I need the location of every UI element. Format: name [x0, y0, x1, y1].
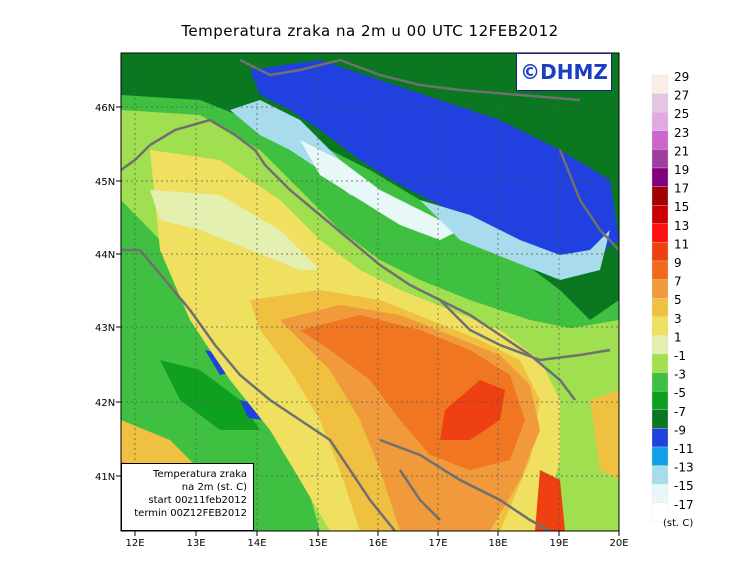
lat-label: 45N — [95, 177, 115, 188]
colorbar-swatch — [651, 353, 669, 373]
colorbar-swatch — [651, 112, 669, 131]
map-title: Temperatura zraka na 2m u 00 UTC 12FEB20… — [181, 22, 559, 40]
info-line: start 00z11feb2012 — [148, 495, 247, 506]
colorbar-label: 25 — [674, 107, 689, 121]
colorbar-label: 11 — [674, 237, 689, 251]
colorbar-label: -3 — [674, 368, 686, 382]
colorbar-label: -13 — [674, 461, 694, 475]
colorbar-swatch — [651, 335, 669, 355]
colorbar-swatch — [651, 205, 669, 224]
lat-label: 44N — [95, 250, 115, 261]
colorbar-swatch — [651, 279, 669, 299]
lat-label: 42N — [95, 398, 115, 409]
colorbar-swatch — [651, 242, 669, 262]
colorbar-swatch — [651, 149, 669, 169]
lon-label: 13E — [186, 538, 205, 549]
colorbar-label: 7 — [674, 275, 682, 289]
lat-labels: 46N 45N 44N 43N 42N 41N — [95, 103, 115, 483]
colorbar-units: (st. C) — [663, 518, 694, 529]
colorbar-label: 3 — [674, 312, 682, 326]
lon-label: 17E — [428, 538, 447, 549]
colorbar-swatch — [651, 74, 669, 94]
colorbar-label: -1 — [674, 349, 686, 363]
dhmz-logo: ©DHMZ — [516, 53, 612, 91]
lon-label: 12E — [125, 538, 144, 549]
colorbar-swatch — [651, 446, 669, 466]
colorbar-swatch — [651, 186, 669, 206]
lon-label: 14E — [247, 538, 266, 549]
colorbar-label: -15 — [674, 479, 694, 493]
colorbar-label: 19 — [674, 163, 689, 177]
colorbar: 29 27 25 23 21 19 17 15 13 11 9 7 5 3 1 -1 -3 -5 -7 -9 -11 -1… — [651, 70, 694, 522]
colorbar-swatch — [651, 93, 669, 113]
colorbar-label: 13 — [674, 219, 689, 233]
lon-label: 19E — [549, 538, 568, 549]
colorbar-label: 27 — [674, 89, 689, 103]
lon-labels: 12E 13E 14E 15E 16E 17E 18E 19E 20E — [125, 538, 628, 549]
map-field — [121, 53, 619, 531]
colorbar-label: 21 — [674, 144, 689, 158]
colorbar-label: -7 — [674, 405, 686, 419]
colorbar-swatch — [651, 372, 669, 392]
lon-label: 16E — [368, 538, 387, 549]
colorbar-swatch — [651, 130, 669, 150]
lon-ticks — [134, 531, 620, 536]
colorbar-swatch — [651, 465, 669, 485]
colorbar-label: 1 — [674, 330, 682, 344]
colorbar-label: 23 — [674, 126, 689, 140]
colorbar-label: -9 — [674, 423, 686, 437]
lon-label: 18E — [488, 538, 507, 549]
coastlines — [121, 58, 619, 531]
colorbar-label: 15 — [674, 200, 689, 214]
colorbar-swatch — [651, 316, 669, 336]
info-line: termin 00Z12FEB2012 — [134, 508, 247, 519]
colorbar-label: -17 — [674, 498, 694, 512]
colorbar-label: 17 — [674, 182, 689, 196]
info-box: Temperatura zraka na 2m (st. C) start 00… — [121, 463, 254, 531]
colorbar-swatch — [651, 167, 669, 187]
colorbar-label: 29 — [674, 70, 689, 84]
lon-label: 15E — [308, 538, 327, 549]
colorbar-label: 5 — [674, 293, 682, 307]
lat-label: 41N — [95, 472, 115, 483]
lat-label: 46N — [95, 103, 115, 114]
colorbar-swatch — [651, 391, 669, 410]
colorbar-swatch — [651, 409, 669, 429]
colorbar-swatch — [651, 428, 669, 448]
colorbar-swatch — [651, 223, 669, 243]
colorbar-label: 9 — [674, 256, 682, 270]
colorbar-swatch — [651, 260, 669, 280]
map-frame — [120, 52, 620, 532]
info-line: na 2m (st. C) — [181, 482, 247, 493]
lon-label: 20E — [609, 538, 628, 549]
lat-ticks — [116, 106, 121, 477]
colorbar-swatch — [651, 484, 669, 503]
colorbar-swatch — [651, 298, 669, 317]
lat-label: 43N — [95, 323, 115, 334]
graticule — [121, 53, 619, 531]
colorbar-swatch — [651, 502, 669, 522]
colorbar-label: -5 — [674, 386, 686, 400]
info-line: Temperatura zraka — [153, 469, 247, 480]
colorbar-label: -11 — [674, 442, 694, 456]
